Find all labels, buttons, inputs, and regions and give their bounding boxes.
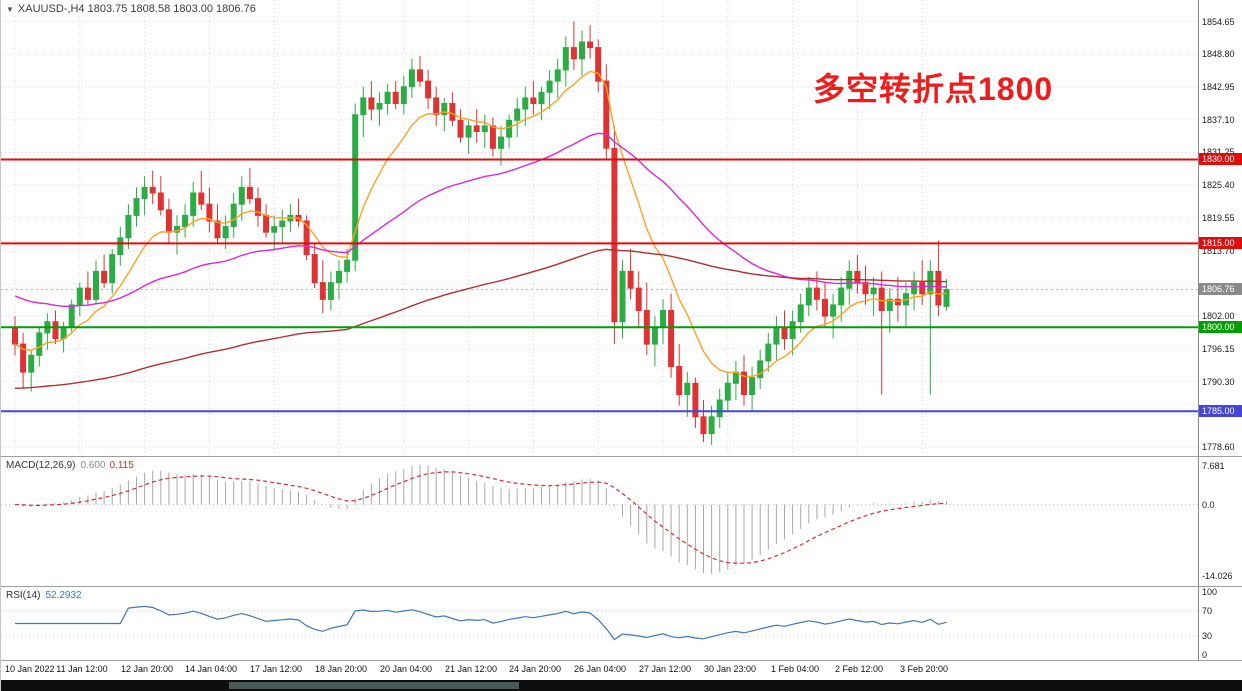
macd-axis-label: 7.681: [1202, 461, 1225, 471]
price-scale[interactable]: 1854.65 1848.80 1842.95 1837.10 1831.25 1825.…: [1198, 0, 1242, 660]
time-axis-label: 3 Feb 20:00: [899, 664, 949, 674]
macd-axis-label: 0.0: [1202, 500, 1215, 510]
time-axis-label: 30 Jan 23:00: [703, 664, 757, 674]
rsi-name: RSI(14): [6, 590, 41, 601]
macd-signal-value: 0.115: [109, 460, 134, 471]
scrollbar-thumb[interactable]: [229, 682, 519, 689]
current-price-badge: 1806.76: [1199, 283, 1242, 295]
rsi-axis-label: 70: [1202, 606, 1213, 616]
macd-name: MACD(12,26,9): [6, 460, 76, 471]
price-tick-label: 1802.00: [1202, 311, 1235, 321]
bottom-scrollbar: [1, 680, 1242, 691]
price-tick-label: 1837.10: [1202, 115, 1235, 125]
price-tick-label: 1825.40: [1202, 180, 1235, 190]
macd-indicator-label: MACD(12,26,9) 0.600 0.115: [6, 460, 134, 471]
price-tick-label: 1778.60: [1202, 442, 1235, 452]
collapse-arrow-icon[interactable]: ▼: [6, 5, 14, 14]
chart-annotation-text: 多空转折点1800: [813, 71, 1054, 107]
time-axis-label: 17 Jan 12:00: [249, 664, 303, 674]
rsi-axis-label: 0: [1202, 650, 1208, 660]
time-axis-label: 18 Jan 20:00: [314, 664, 368, 674]
price-tick-label: 1819.55: [1202, 213, 1235, 223]
time-axis-label: 12 Jan 20:00: [120, 664, 174, 674]
time-axis-label: 24 Jan 20:00: [508, 664, 562, 674]
time-axis-label: 27 Jan 12:00: [638, 664, 692, 674]
main-chart-area[interactable]: [1, 0, 1198, 456]
rsi-axis-label: 30: [1202, 631, 1213, 641]
price-tick-label: 1842.95: [1202, 82, 1235, 92]
price-line-badge: 1815.00: [1199, 237, 1242, 249]
panel-separator[interactable]: [1, 586, 1242, 587]
time-axis-label: 2 Feb 12:00: [834, 664, 884, 674]
time-axis-label: 10 Jan 2022: [5, 664, 55, 674]
time-axis-label: 26 Jan 04:00: [573, 664, 627, 674]
time-axis[interactable]: 10 Jan 2022 11 Jan 12:00 12 Jan 20:00 14 Ja…: [1, 661, 1242, 680]
rsi-panel[interactable]: [1, 587, 1198, 660]
rsi-value: 52.2932: [45, 590, 82, 601]
rsi-indicator-label: RSI(14) 52.2932: [6, 590, 82, 601]
price-tick-label: 1813.70: [1202, 246, 1235, 256]
time-axis-label: 11 Jan 12:00: [56, 664, 108, 674]
time-axis-label: 20 Jan 04:00: [379, 664, 433, 674]
price-line-badge: 1830.00: [1199, 153, 1242, 165]
panel-separator: [1, 660, 1242, 661]
price-tick-label: 1796.15: [1202, 344, 1235, 354]
price-line-badge: 1800.00: [1199, 321, 1242, 333]
price-line-badge: 1785.00: [1199, 405, 1242, 417]
macd-axis-label: -14.026: [1202, 571, 1233, 581]
price-tick-label: 1790.30: [1202, 377, 1235, 387]
time-axis-label: 14 Jan 04:00: [184, 664, 238, 674]
price-tick-label: 1854.65: [1202, 17, 1235, 27]
rsi-axis-label: 100: [1202, 587, 1218, 597]
chart-header: ▼ XAUUSD-,H4 1803.75 1808.58 1803.00 1806…: [6, 3, 256, 15]
panel-separator[interactable]: [1, 456, 1242, 457]
time-axis-label: 1 Feb 04:00: [770, 664, 820, 674]
price-tick-label: 1848.80: [1202, 49, 1235, 59]
time-axis-label: 21 Jan 12:00: [444, 664, 498, 674]
price-tick-label: 1831.25: [1202, 147, 1235, 157]
macd-main-value: 0.600: [80, 460, 106, 471]
macd-panel[interactable]: [1, 457, 1198, 586]
symbol-ohlc-text: XAUUSD-,H4 1803.75 1808.58 1803.00 1806.…: [17, 3, 256, 15]
